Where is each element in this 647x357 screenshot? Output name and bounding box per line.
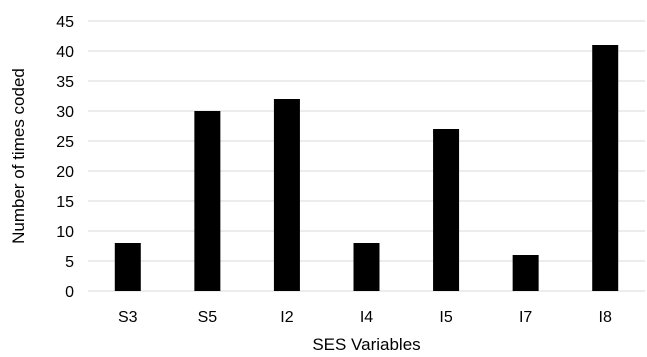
bar-S5 [194,111,221,291]
bar-I2 [273,99,300,291]
bar-I7 [512,255,539,291]
y-tick-40: 40 [56,44,74,61]
y-tick-35: 35 [56,74,74,91]
x-tick-labels: S3 S5 I2 I4 I5 I7 I8 [118,309,612,326]
bar-I8 [592,45,619,291]
y-tick-20: 20 [56,164,74,181]
y-tick-45: 45 [56,14,74,31]
y-tick-5: 5 [65,254,74,271]
y-tick-10: 10 [56,224,74,241]
y-tick-30: 30 [56,104,74,121]
y-tick-labels: 0 5 10 15 20 25 30 35 40 45 [56,14,74,301]
bars [114,45,619,291]
x-tick-I2: I2 [280,309,293,326]
bar-I4 [353,243,380,291]
x-tick-I7: I7 [519,309,532,326]
y-tick-0: 0 [65,284,74,301]
gridlines [88,20,645,292]
x-tick-S3: S3 [118,309,138,326]
x-tick-I8: I8 [599,309,612,326]
y-tick-15: 15 [56,194,74,211]
x-tick-S5: S5 [198,309,218,326]
bar-I5 [433,129,460,291]
bar-S3 [114,243,141,291]
x-tick-I5: I5 [439,309,452,326]
x-tick-I4: I4 [360,309,373,326]
y-axis-title: Number of times coded [9,68,28,244]
y-tick-25: 25 [56,134,74,151]
x-axis-title: SES Variables [312,335,420,354]
